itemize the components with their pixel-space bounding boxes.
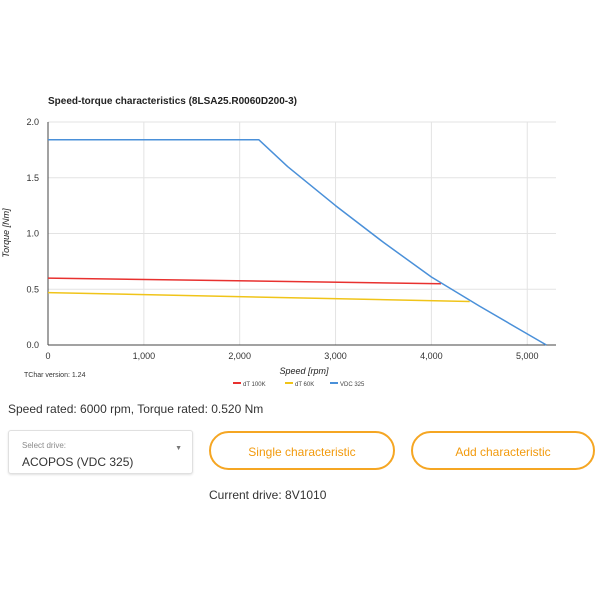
x-tick-label: 5,000 [516, 351, 539, 361]
y-tick-label: 1.5 [26, 173, 39, 183]
add-characteristic-button[interactable]: Add characteristic [411, 431, 595, 470]
y-tick-label: 2.0 [26, 117, 39, 127]
rated-info: Speed rated: 6000 rpm, Torque rated: 0.5… [8, 402, 264, 416]
drive-select-label: Select drive: [22, 441, 67, 450]
x-tick-label: 3,000 [324, 351, 347, 361]
y-tick-label: 0.0 [26, 340, 39, 350]
series-lines [47, 139, 547, 346]
series-line-vdc-325 [48, 139, 547, 346]
axes [47, 122, 556, 346]
x-tick-label: 1,000 [133, 351, 156, 361]
legend: dT 100K dT 60K VDC 325 [233, 382, 365, 388]
chevron-down-icon: ▼ [175, 445, 182, 452]
y-tick-label: 1.0 [26, 229, 39, 239]
version-note: TChar version: 1.24 [24, 372, 86, 379]
drive-select[interactable]: Select drive: ACOPOS (VDC 325) ▼ [8, 430, 193, 474]
tick-labels: 0 1,000 2,000 3,000 4,000 5,000 0.0 0.5 1.0 1.5 2.… [26, 117, 538, 361]
legend-label: VDC 325 [340, 382, 365, 388]
speed-torque-chart: Speed-torque characteristics (8LSA25.R00… [1, 96, 556, 388]
drive-select-value: ACOPOS (VDC 325) [22, 455, 134, 469]
single-characteristic-button[interactable]: Single characteristic [209, 431, 395, 470]
series-line-dt-60k [47, 291, 470, 303]
x-axis-label: Speed [rpm] [279, 366, 329, 376]
x-tick-label: 4,000 [420, 351, 443, 361]
y-tick-label: 0.5 [26, 284, 39, 294]
legend-label: dT 60K [295, 382, 314, 388]
x-tick-label: 2,000 [228, 351, 251, 361]
series-line-dt-100k [47, 277, 442, 285]
current-drive-text: Current drive: 8V1010 [209, 488, 327, 502]
legend-label: dT 100K [243, 382, 266, 388]
grid [47, 121, 556, 346]
chart-title: Speed-torque characteristics (8LSA25.R00… [48, 96, 297, 107]
x-tick-label: 0 [45, 351, 50, 361]
y-axis-label: Torque [Nm] [1, 208, 11, 258]
